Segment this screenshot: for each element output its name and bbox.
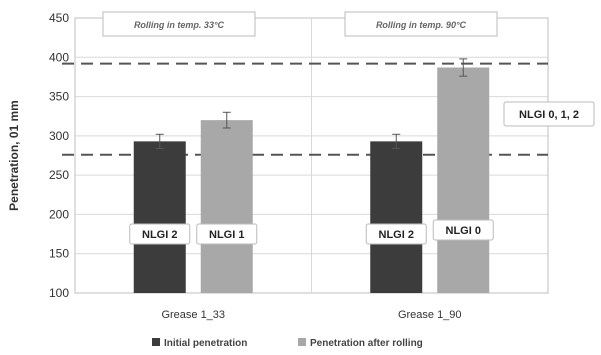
y-tick-label: 350 <box>49 90 69 104</box>
group-caption: Rolling in temp. 90°C <box>376 20 467 30</box>
legend: Initial penetration Penetration after rol… <box>152 338 423 349</box>
bar-label-box <box>196 223 258 245</box>
bar <box>437 67 490 293</box>
side-annotation: NLGI 0, 1, 2 <box>503 101 595 127</box>
y-tick-label: 450 <box>49 11 69 25</box>
bar-labels: NLGI 2 NLGI 1 NLGI 2 NLGI 0 <box>129 219 494 245</box>
bar-label-box <box>365 223 427 245</box>
y-tick-label: 250 <box>49 168 69 182</box>
bar-label: NLGI 0 <box>446 225 481 237</box>
legend-label: Initial penetration <box>164 338 247 349</box>
y-tick-label: 300 <box>49 129 69 143</box>
bar-label: NLGI 2 <box>379 229 414 241</box>
y-tick-labels: 100 150 200 250 300 350 400 450 <box>49 11 69 300</box>
group-captions: Rolling in temp. 33°C Rolling in temp. 90… <box>102 11 498 37</box>
bar <box>133 141 186 293</box>
category-labels: Grease 1_33 Grease 1_90 <box>161 309 461 321</box>
y-tick-label: 200 <box>49 207 69 221</box>
legend-label: Penetration after rolling <box>310 338 423 349</box>
y-axis-label: Penetration, 01 mm <box>7 100 21 211</box>
category-label: Grease 1_33 <box>161 309 225 321</box>
legend-swatch <box>152 338 160 346</box>
y-tick-label: 400 <box>49 50 69 64</box>
legend-swatch <box>298 338 306 346</box>
side-label: NLGI 0, 1, 2 <box>519 109 579 121</box>
bar-label: NLGI 2 <box>142 229 177 241</box>
bar <box>200 120 253 294</box>
bar-label: NLGI 1 <box>209 229 244 241</box>
group-caption: Rolling in temp. 33°C <box>134 20 225 30</box>
y-tick-label: 100 <box>49 286 69 300</box>
side-label-box <box>503 101 595 127</box>
error-bars <box>155 58 468 149</box>
bar-label-box <box>129 223 191 245</box>
category-label: Grease 1_90 <box>398 309 462 321</box>
bar-label-box <box>432 219 494 241</box>
bars <box>133 67 490 294</box>
group-caption-box <box>102 11 256 37</box>
group-caption-box <box>344 11 498 37</box>
y-tick-label: 150 <box>49 247 69 261</box>
bar <box>370 141 423 293</box>
